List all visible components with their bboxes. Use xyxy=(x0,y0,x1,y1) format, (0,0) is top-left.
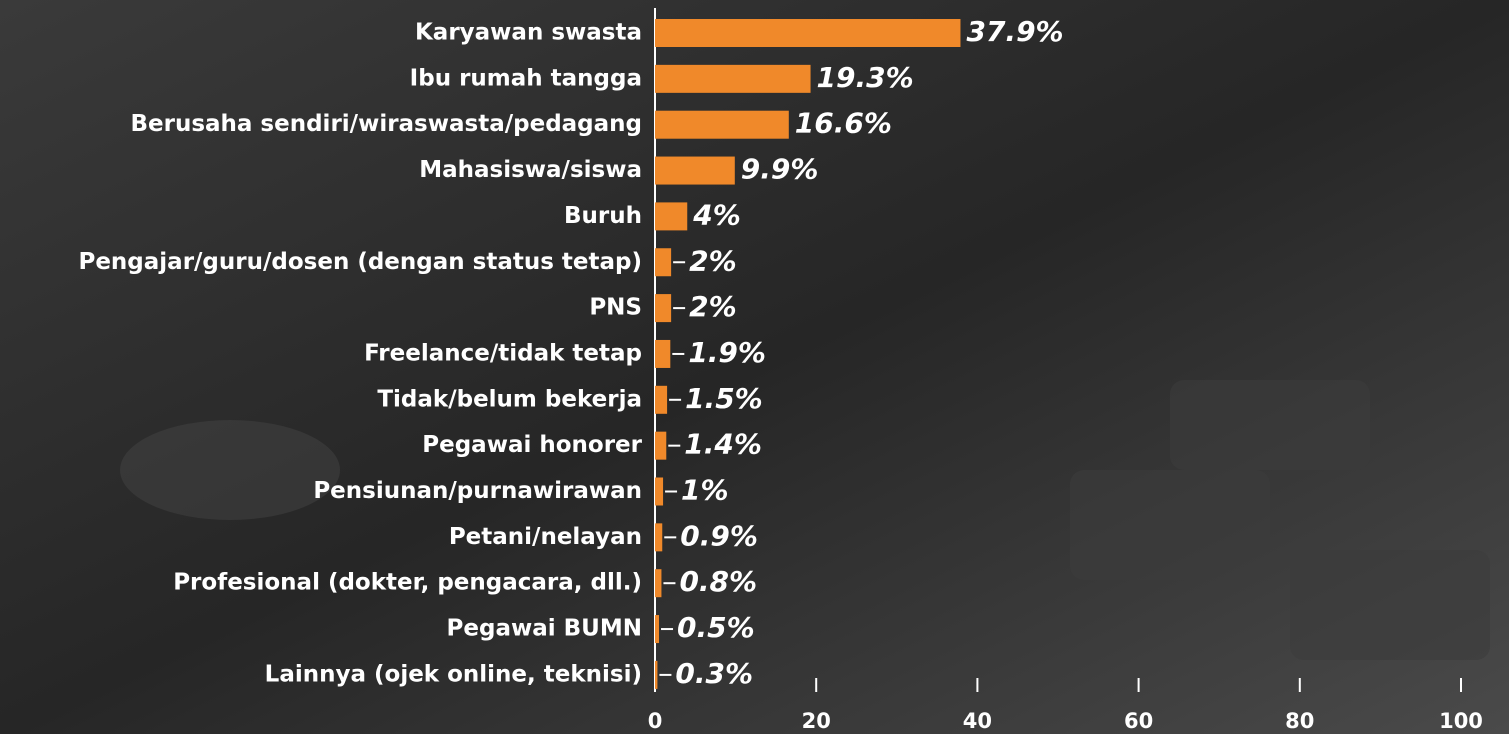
value-label: 0.3% xyxy=(675,657,753,690)
value-label: 1.4% xyxy=(684,428,762,461)
category-label: Lainnya (ojek online, teknisi) xyxy=(265,661,642,687)
bar xyxy=(655,523,663,552)
x-tick-label: 40 xyxy=(963,709,992,733)
background-key xyxy=(1170,380,1370,470)
background-key xyxy=(1070,470,1270,580)
x-tick-label: 60 xyxy=(1124,709,1153,733)
value-label: 37.9% xyxy=(966,15,1063,48)
bar xyxy=(655,110,789,139)
value-label: 0.9% xyxy=(680,519,758,552)
category-label: Pegawai honorer xyxy=(422,432,642,458)
bar xyxy=(655,19,961,47)
bar xyxy=(655,431,667,460)
category-label: Profesional (dokter, pengacara, dll.) xyxy=(173,570,642,596)
value-label: 1.9% xyxy=(688,336,766,369)
bar xyxy=(655,248,672,277)
value-label: 2% xyxy=(689,244,737,277)
category-label: Ibu rumah tangga xyxy=(410,65,642,91)
category-label: Berusaha sendiri/wiraswasta/pedagang xyxy=(130,111,642,137)
background-coin xyxy=(120,420,340,520)
value-label: 9.9% xyxy=(741,153,819,186)
bar xyxy=(655,202,688,231)
category-label: Mahasiswa/siswa xyxy=(419,157,642,183)
category-label: PNS xyxy=(589,295,642,321)
category-label: Petani/nelayan xyxy=(449,524,642,550)
bar xyxy=(655,294,672,323)
bar xyxy=(655,569,662,598)
category-label: Karyawan swasta xyxy=(415,20,642,46)
value-label: 0.8% xyxy=(679,565,757,598)
background-key xyxy=(1290,550,1490,660)
value-label: 16.6% xyxy=(795,107,892,140)
x-tick-label: 100 xyxy=(1439,709,1483,733)
bar xyxy=(655,339,671,368)
category-label: Pensiunan/purnawirawan xyxy=(313,478,642,504)
category-label: Tidak/belum bekerja xyxy=(377,386,642,412)
x-tick-label: 20 xyxy=(802,709,831,733)
x-tick-label: 0 xyxy=(648,709,663,733)
category-label: Pegawai BUMN xyxy=(447,616,642,642)
value-label: 1% xyxy=(681,474,729,507)
value-label: 1.5% xyxy=(685,382,763,415)
value-label: 2% xyxy=(689,290,737,323)
bar xyxy=(655,660,658,689)
bar xyxy=(655,477,664,506)
category-label: Buruh xyxy=(564,203,642,229)
bar xyxy=(655,385,668,414)
bar xyxy=(655,64,811,93)
value-label: 4% xyxy=(692,198,741,231)
bar xyxy=(655,156,735,185)
value-label: 0.5% xyxy=(677,611,755,644)
x-tick-label: 80 xyxy=(1285,709,1314,733)
category-label: Freelance/tidak tetap xyxy=(364,340,642,366)
bar xyxy=(655,615,660,644)
category-label: Pengajar/guru/dosen (dengan status tetap… xyxy=(78,249,642,275)
value-label: 19.3% xyxy=(817,61,914,94)
